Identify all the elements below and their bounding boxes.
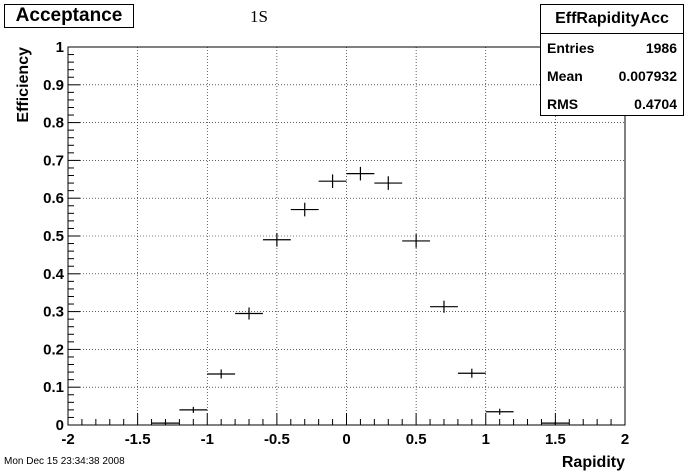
x-tick-label: 0 — [342, 431, 350, 448]
stats-row-mean: Mean 0.007932 — [541, 62, 683, 90]
data-point — [262, 232, 291, 247]
stats-value: 0.4704 — [634, 96, 677, 112]
chart-title-box: Acceptance — [4, 4, 134, 28]
y-tick-label: 0.6 — [43, 190, 64, 207]
data-point — [430, 300, 458, 313]
stats-label: RMS — [547, 96, 579, 112]
data-point — [151, 421, 180, 425]
data-point — [457, 368, 486, 378]
x-tick-label: 1 — [482, 431, 490, 448]
x-tick-label: -1.5 — [125, 431, 151, 448]
x-axis-label: Rapidity — [562, 454, 625, 471]
data-point — [541, 421, 570, 425]
y-tick-label: 0.3 — [43, 304, 64, 321]
x-tick-label: -0.5 — [264, 431, 290, 448]
timestamp: Mon Dec 15 23:34:38 2008 — [4, 456, 125, 467]
stats-row-entries: Entries 1986 — [541, 34, 683, 62]
data-point — [179, 406, 208, 413]
y-tick-label: 0.7 — [43, 152, 64, 169]
data-point — [402, 234, 431, 248]
chart-subtitle: 1S — [250, 7, 268, 26]
data-point — [207, 369, 236, 379]
stats-label: Mean — [547, 68, 583, 84]
stats-value: 0.007932 — [618, 68, 677, 84]
y-tick-label: 0.8 — [43, 115, 64, 132]
x-tick-label: -1 — [201, 431, 214, 448]
x-tick-label: 2 — [621, 431, 629, 448]
stats-name: EffRapidityAcc — [541, 5, 683, 34]
stats-box: EffRapidityAcc Entries 1986 Mean 0.00793… — [540, 4, 684, 116]
data-point — [318, 174, 347, 188]
stats-value: 1986 — [645, 40, 677, 56]
data-point — [290, 202, 319, 217]
x-tick-label: 0.5 — [406, 431, 427, 448]
y-tick-label: 0.1 — [43, 379, 64, 396]
stats-row-rms: RMS 0.4704 — [541, 90, 683, 118]
y-tick-label: 0.5 — [43, 228, 64, 245]
x-tick-label: 1.5 — [545, 431, 566, 448]
data-point — [374, 176, 403, 190]
stats-label: Entries — [547, 40, 595, 56]
y-tick-label: 0 — [56, 417, 64, 434]
data-point — [485, 408, 514, 415]
y-tick-label: 1 — [56, 39, 64, 56]
y-tick-label: 0.9 — [43, 77, 64, 94]
y-axis-label: Efficiency — [15, 47, 32, 123]
y-tick-label: 0.4 — [43, 266, 65, 283]
data-point — [235, 307, 263, 320]
data-point — [346, 166, 375, 181]
chart-title: Acceptance — [15, 5, 123, 26]
x-tick-label: -2 — [61, 431, 74, 448]
y-tick-label: 0.2 — [43, 341, 64, 358]
